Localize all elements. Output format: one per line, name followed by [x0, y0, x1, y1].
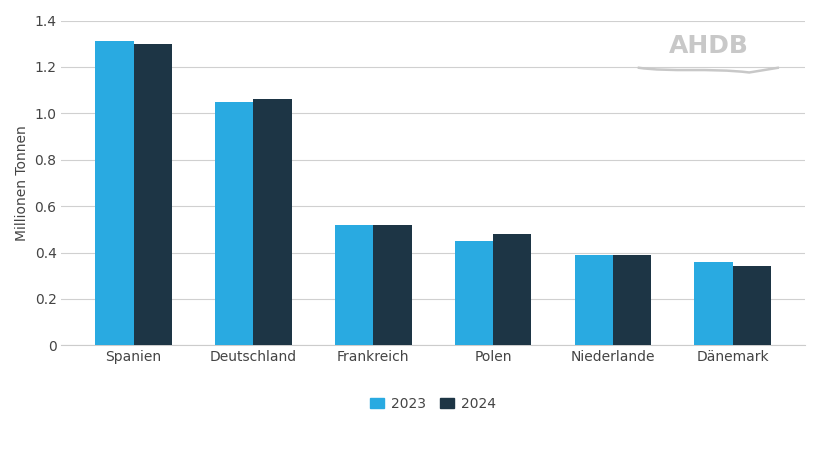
Bar	[574, 255, 613, 345]
Text: AHDB: AHDB	[667, 34, 748, 58]
Bar	[613, 255, 650, 345]
Bar	[373, 225, 411, 345]
Bar	[253, 100, 292, 345]
Bar	[215, 102, 253, 345]
Bar	[492, 234, 531, 345]
Bar	[455, 241, 492, 345]
Bar	[694, 262, 732, 345]
Bar	[95, 41, 133, 345]
Bar	[133, 44, 172, 345]
Bar	[732, 267, 770, 345]
Bar	[334, 225, 373, 345]
Y-axis label: Millionen Tonnen: Millionen Tonnen	[15, 125, 29, 241]
Legend: 2023, 2024: 2023, 2024	[364, 391, 501, 416]
